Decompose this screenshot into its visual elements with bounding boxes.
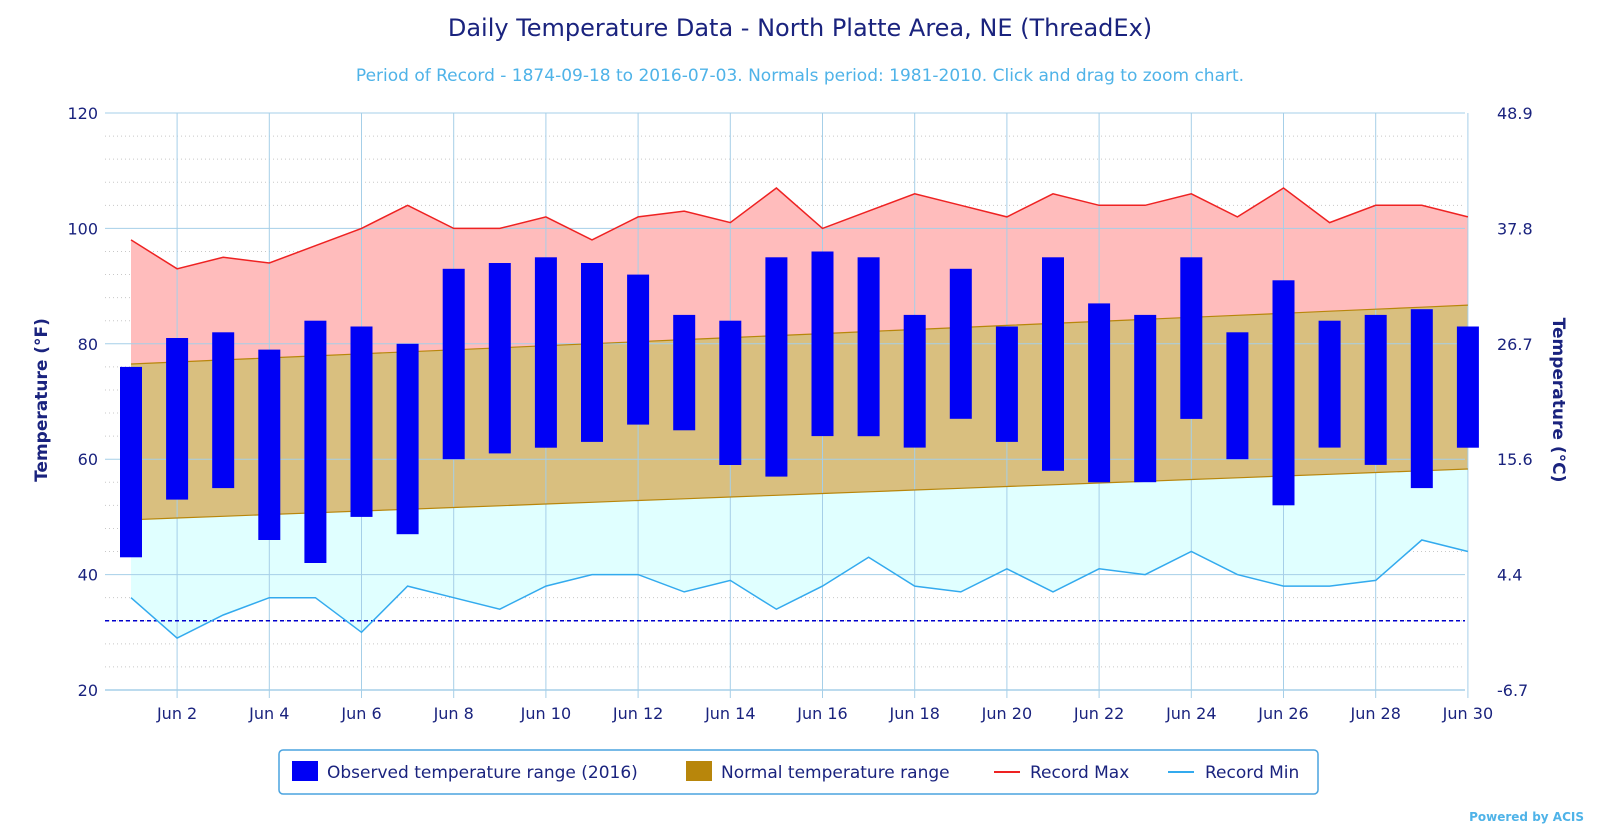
x-tick-label: Jun 28 xyxy=(1349,704,1400,723)
y-tick-label-right: 48.9 xyxy=(1497,104,1533,123)
observed-range-bar[interactable] xyxy=(811,251,834,437)
y-tick-label-right: -6.7 xyxy=(1497,681,1528,700)
legend-swatch-observed xyxy=(292,761,318,781)
observed-range-bar[interactable] xyxy=(442,268,465,460)
observed-range-bar[interactable] xyxy=(673,314,696,431)
normal-range-area xyxy=(131,305,1468,520)
observed-range-bar[interactable] xyxy=(304,320,327,563)
x-tick-label: Jun 22 xyxy=(1073,704,1124,723)
legend: Observed temperature range (2016) Normal… xyxy=(278,749,1319,795)
legend-swatch-normal xyxy=(686,761,712,781)
observed-range-bar[interactable] xyxy=(166,338,189,500)
y-tick-label-left: 60 xyxy=(78,450,98,469)
legend-label-record-min: Record Min xyxy=(1205,763,1299,783)
observed-range-bar[interactable] xyxy=(258,349,281,540)
legend-item-record-min[interactable]: Record Min xyxy=(1168,763,1299,783)
observed-range-bar[interactable] xyxy=(1410,309,1433,489)
observed-range-bar[interactable] xyxy=(1318,320,1341,448)
x-tick-label: Jun 26 xyxy=(1257,704,1308,723)
legend-item-observed[interactable]: Observed temperature range (2016) xyxy=(292,761,638,783)
x-tick-label: Jun 6 xyxy=(340,704,381,723)
y-tick-label-left: 100 xyxy=(67,219,98,238)
x-tick-label: Jun 24 xyxy=(1165,704,1216,723)
legend-item-normal[interactable]: Normal temperature range xyxy=(686,761,950,783)
x-tick-label: Jun 10 xyxy=(520,704,571,723)
y-tick-label-left: 40 xyxy=(78,566,98,585)
legend-label-normal: Normal temperature range xyxy=(721,763,950,783)
x-tick-label: Jun 20 xyxy=(981,704,1032,723)
legend-item-record-max[interactable]: Record Max xyxy=(994,763,1129,783)
record-max-line xyxy=(130,187,1469,270)
y-tick-label-left: 20 xyxy=(78,681,98,700)
observed-range-bar[interactable] xyxy=(903,314,926,448)
observed-range-bar[interactable] xyxy=(857,257,880,437)
record-min-area xyxy=(131,469,1468,639)
x-tick-label: Jun 4 xyxy=(248,704,289,723)
observed-range-bar[interactable] xyxy=(350,326,373,517)
y-axis-title-left: Temperature (°F) xyxy=(32,318,52,482)
y-tick-label-right: 26.7 xyxy=(1497,335,1533,354)
y-axis-title-right: Temperature (°C) xyxy=(1548,318,1568,483)
x-tick-label: Jun 16 xyxy=(796,704,847,723)
y-tick-label-right: 4.4 xyxy=(1497,566,1522,585)
record-min-line xyxy=(130,539,1469,639)
observed-range-bar[interactable] xyxy=(995,326,1018,442)
observed-range-bar[interactable] xyxy=(1226,332,1249,460)
observed-range-bar[interactable] xyxy=(488,263,511,454)
plot-area[interactable]: Jun 2 Jun 4 Jun 6 Jun 8 Jun 10 Jun 12 Jun 14 Ju… xyxy=(67,104,1532,723)
y-tick-label-left: 120 xyxy=(67,104,98,123)
observed-range-bar[interactable] xyxy=(1180,257,1203,419)
x-tick-label: Jun 2 xyxy=(156,704,197,723)
observed-range-bar[interactable] xyxy=(1088,303,1111,483)
observed-range-bar[interactable] xyxy=(1456,326,1479,448)
x-tick-label: Jun 12 xyxy=(612,704,663,723)
record-max-area xyxy=(131,188,1468,364)
chart-subtitle: Period of Record - 1874-09-18 to 2016-07… xyxy=(356,66,1244,86)
observed-range-bar[interactable] xyxy=(627,274,650,425)
observed-range-bar[interactable] xyxy=(719,320,742,465)
credit-link[interactable]: Powered by ACIS xyxy=(1469,810,1584,824)
x-tick-label: Jun 14 xyxy=(704,704,755,723)
y-tick-label-right: 37.8 xyxy=(1497,219,1533,238)
legend-label-observed: Observed temperature range (2016) xyxy=(327,763,638,783)
observed-range-bar[interactable] xyxy=(396,343,419,535)
x-tick-label: Jun 18 xyxy=(888,704,939,723)
observed-range-bar[interactable] xyxy=(949,268,972,419)
observed-range-bar[interactable] xyxy=(1042,257,1064,471)
chart-title: Daily Temperature Data - North Platte Ar… xyxy=(448,14,1152,42)
observed-range-bar[interactable] xyxy=(534,257,557,448)
observed-range-bar[interactable] xyxy=(212,332,235,489)
observed-range-bar[interactable] xyxy=(765,257,788,477)
observed-range-bar[interactable] xyxy=(1134,314,1157,483)
legend-label-record-max: Record Max xyxy=(1030,763,1129,783)
y-tick-label-right: 15.6 xyxy=(1497,450,1533,469)
observed-range-bar[interactable] xyxy=(1272,280,1295,506)
y-tick-label-left: 80 xyxy=(78,335,98,354)
observed-range-bar[interactable] xyxy=(581,263,603,442)
x-tick-label: Jun 30 xyxy=(1442,704,1493,723)
observed-range-bar[interactable] xyxy=(1364,314,1387,465)
observed-range-bar[interactable] xyxy=(120,366,142,558)
legend-box xyxy=(278,749,1319,795)
x-tick-label: Jun 8 xyxy=(433,704,474,723)
